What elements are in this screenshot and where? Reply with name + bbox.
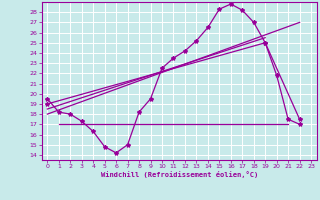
X-axis label: Windchill (Refroidissement éolien,°C): Windchill (Refroidissement éolien,°C) [100,171,258,178]
